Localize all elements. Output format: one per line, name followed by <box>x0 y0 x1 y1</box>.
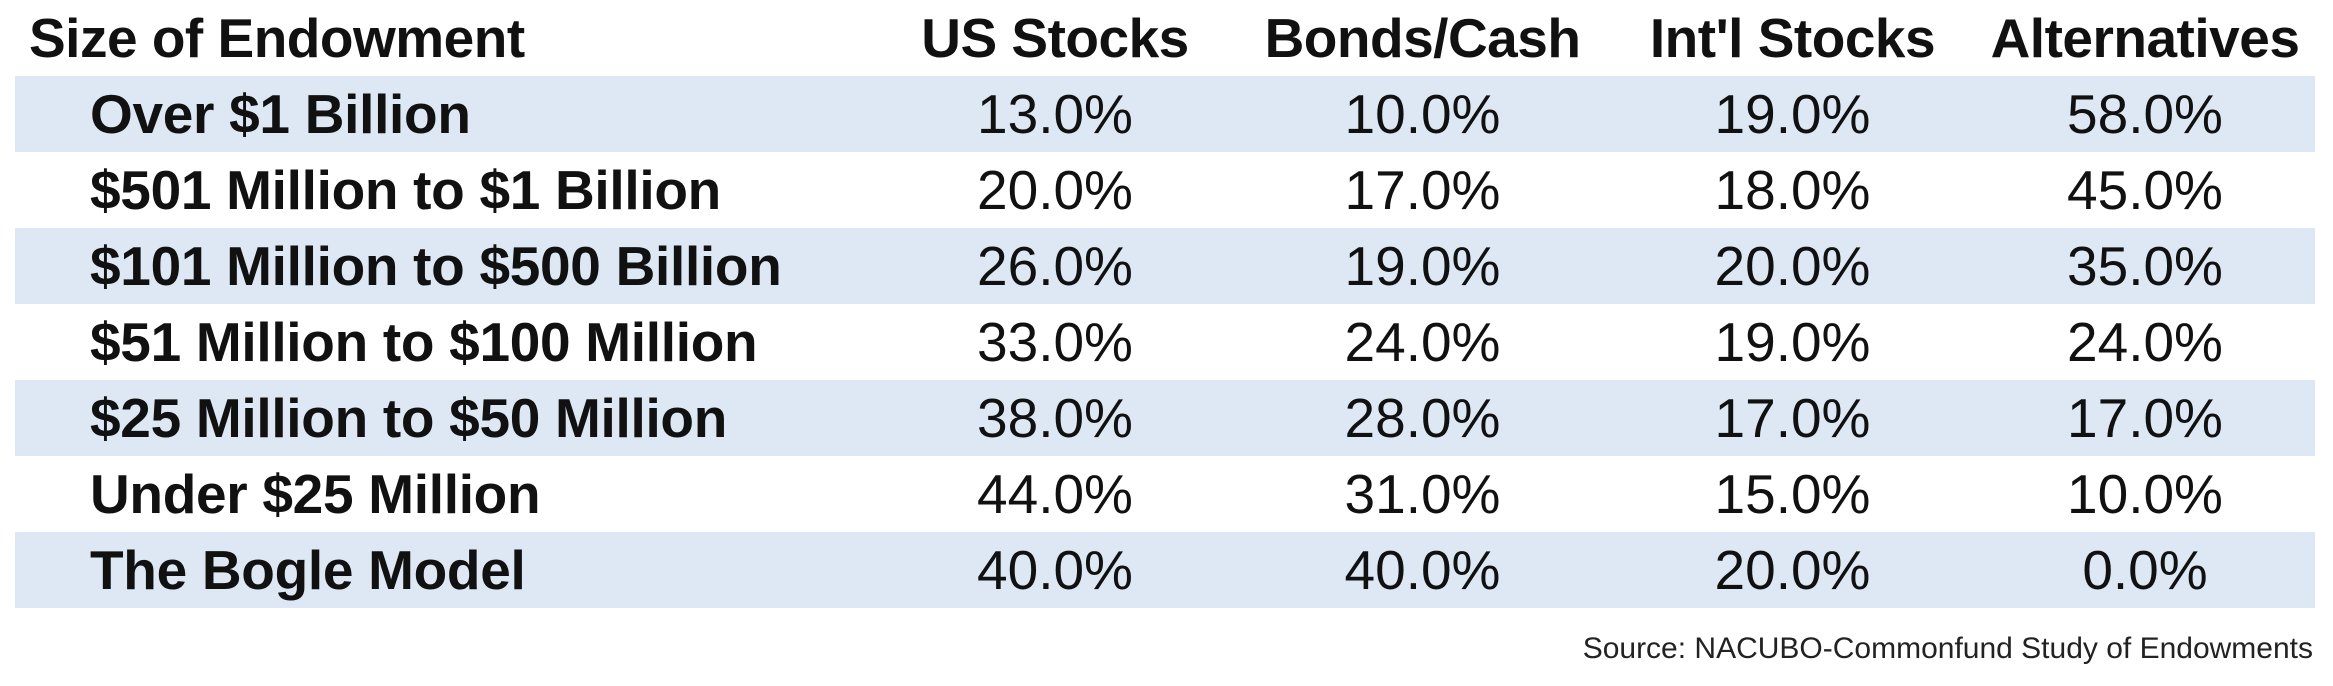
cell-us-stocks: 33.0% <box>977 311 1133 373</box>
cell-bonds-cash: 28.0% <box>1235 380 1610 456</box>
cell-alternatives: 24.0% <box>2067 311 2223 373</box>
cell-intl-stocks: 18.0% <box>1714 159 1871 221</box>
row-label: Under $25 Million <box>90 463 541 525</box>
cell-alternatives: 0.0% <box>1975 532 2315 608</box>
row-label: Over $1 Billion <box>15 76 875 152</box>
cell-intl-stocks: 20.0% <box>1610 532 1975 608</box>
table-header: Size of Endowment US Stocks Bonds/Cash I… <box>15 0 2315 76</box>
cell-alternatives: 58.0% <box>1975 76 2315 152</box>
cell-intl-stocks: 19.0% <box>1714 311 1871 373</box>
cell-us-stocks: 38.0% <box>875 380 1235 456</box>
cell-intl-stocks: 19.0% <box>1610 76 1975 152</box>
cell-intl-stocks: 15.0% <box>1714 463 1871 525</box>
cell-bonds-cash: 31.0% <box>1344 463 1501 525</box>
source-note: Source: NACUBO-Commonfund Study of Endow… <box>1582 632 2313 665</box>
table-row: $25 Million to $50 Million 38.0% 28.0% 1… <box>15 380 2315 456</box>
cell-bonds-cash: 40.0% <box>1235 532 1610 608</box>
cell-alternatives: 17.0% <box>1975 380 2315 456</box>
header-row: Size of Endowment US Stocks Bonds/Cash I… <box>15 0 2315 76</box>
column-header-bonds-cash: Bonds/Cash <box>1264 7 1581 69</box>
row-label: $25 Million to $50 Million <box>15 380 875 456</box>
column-header-size: Size of Endowment <box>29 7 525 69</box>
cell-bonds-cash: 19.0% <box>1235 228 1610 304</box>
table-row: $101 Million to $500 Billion 26.0% 19.0%… <box>15 228 2315 304</box>
cell-bonds-cash: 10.0% <box>1235 76 1610 152</box>
endowment-allocation-table: Size of Endowment US Stocks Bonds/Cash I… <box>15 0 2315 608</box>
cell-alternatives: 35.0% <box>1975 228 2315 304</box>
cell-us-stocks: 26.0% <box>875 228 1235 304</box>
column-header-us-stocks: US Stocks <box>921 7 1189 69</box>
table-row: Under $25 Million 44.0% 31.0% 15.0% 10.0… <box>15 456 2315 532</box>
table-row: $501 Million to $1 Billion 20.0% 17.0% 1… <box>15 152 2315 228</box>
table-body: Over $1 Billion 13.0% 10.0% 19.0% 58.0% … <box>15 76 2315 608</box>
table-row: The Bogle Model 40.0% 40.0% 20.0% 0.0% <box>15 532 2315 608</box>
cell-intl-stocks: 17.0% <box>1610 380 1975 456</box>
allocation-table: Size of Endowment US Stocks Bonds/Cash I… <box>15 0 2315 608</box>
cell-bonds-cash: 17.0% <box>1344 159 1501 221</box>
cell-us-stocks: 20.0% <box>977 159 1133 221</box>
column-header-intl-stocks: Int'l Stocks <box>1649 7 1936 69</box>
row-label: $501 Million to $1 Billion <box>90 159 721 221</box>
row-label: The Bogle Model <box>15 532 875 608</box>
cell-us-stocks: 40.0% <box>875 532 1235 608</box>
table-row: Over $1 Billion 13.0% 10.0% 19.0% 58.0% <box>15 76 2315 152</box>
cell-alternatives: 10.0% <box>2067 463 2223 525</box>
cell-intl-stocks: 20.0% <box>1610 228 1975 304</box>
cell-us-stocks: 13.0% <box>875 76 1235 152</box>
column-header-alternatives: Alternatives <box>1990 7 2300 69</box>
cell-alternatives: 45.0% <box>2067 159 2223 221</box>
cell-bonds-cash: 24.0% <box>1344 311 1501 373</box>
row-label: $101 Million to $500 Billion <box>15 228 875 304</box>
cell-us-stocks: 44.0% <box>977 463 1133 525</box>
table-row: $51 Million to $100 Million 33.0% 24.0% … <box>15 304 2315 380</box>
row-label: $51 Million to $100 Million <box>90 311 758 373</box>
